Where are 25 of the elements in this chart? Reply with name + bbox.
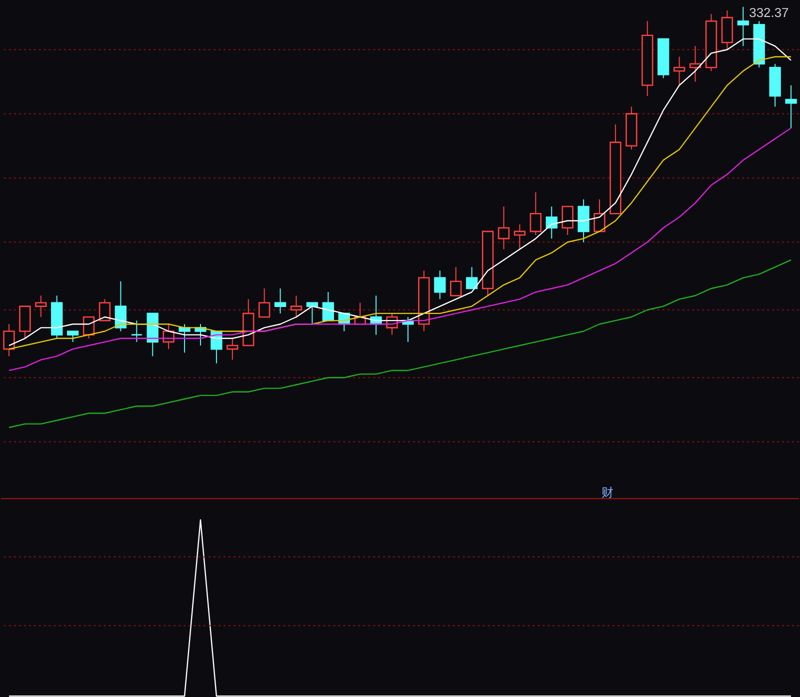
candlestick xyxy=(562,206,574,236)
candlestick xyxy=(594,198,606,232)
candlestick xyxy=(673,56,686,86)
candlestick xyxy=(258,288,270,318)
candlestick xyxy=(530,192,542,236)
annotation: 332.37 xyxy=(749,4,789,20)
candlestick xyxy=(450,266,462,296)
candlestick xyxy=(434,270,446,300)
candlestick xyxy=(689,46,702,82)
candlestick xyxy=(466,266,478,290)
candlestick xyxy=(737,6,749,47)
candlestick xyxy=(130,320,142,342)
candlestick xyxy=(290,295,302,318)
candlestick xyxy=(226,338,238,360)
candlestick xyxy=(498,206,510,250)
candlestick xyxy=(98,298,111,322)
candlestick xyxy=(114,280,127,332)
candlestick xyxy=(514,224,526,250)
candlestick xyxy=(35,295,47,318)
candlestick xyxy=(306,302,318,325)
text: 财 xyxy=(601,486,614,500)
candlestick xyxy=(785,84,797,129)
candlestick xyxy=(3,324,15,357)
candlestick xyxy=(274,288,286,314)
candlestick xyxy=(66,330,79,342)
